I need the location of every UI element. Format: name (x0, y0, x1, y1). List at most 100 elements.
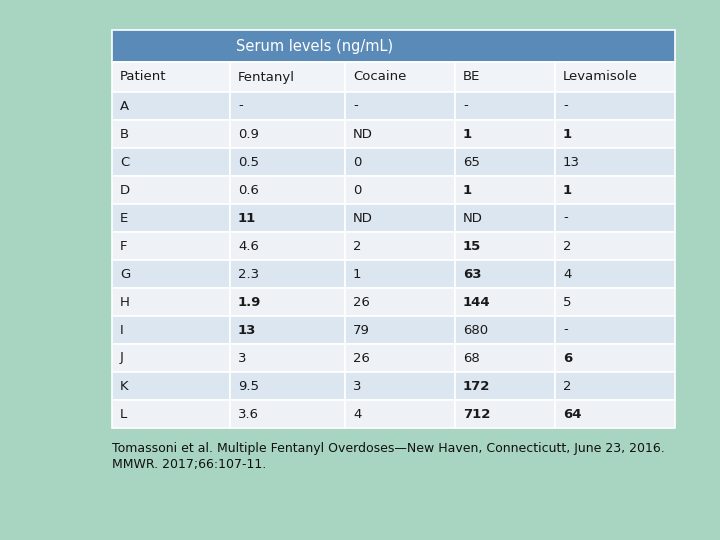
Bar (345, 344, 455, 372)
Bar (230, 288, 345, 316)
Bar (230, 372, 345, 400)
Text: A: A (120, 99, 129, 112)
Bar (112, 372, 230, 400)
Text: 13: 13 (238, 323, 256, 336)
Bar (230, 344, 345, 372)
Text: 2.3: 2.3 (238, 267, 259, 280)
Text: -: - (238, 99, 243, 112)
Text: 79: 79 (353, 323, 370, 336)
Bar (455, 344, 555, 372)
Bar (555, 232, 675, 260)
Bar (230, 260, 345, 288)
Text: 5: 5 (563, 295, 572, 308)
Bar (345, 372, 455, 400)
Text: 0.5: 0.5 (238, 156, 259, 168)
Bar (112, 30, 675, 62)
Text: BE: BE (463, 71, 480, 84)
Bar (112, 120, 230, 148)
Bar (555, 176, 675, 204)
Bar (555, 316, 675, 344)
Text: 4.6: 4.6 (238, 240, 259, 253)
Bar (455, 148, 555, 176)
Bar (455, 316, 555, 344)
Text: 1: 1 (463, 127, 472, 140)
Text: -: - (563, 323, 568, 336)
Text: ND: ND (463, 212, 483, 225)
Text: ND: ND (353, 212, 373, 225)
Text: 1.9: 1.9 (238, 295, 261, 308)
Bar (555, 344, 675, 372)
Bar (555, 62, 675, 92)
Bar (345, 260, 455, 288)
Bar (112, 176, 230, 204)
Text: Tomassoni et al. Multiple Fentanyl Overdoses—New Haven, Connecticutt, June 23, 2: Tomassoni et al. Multiple Fentanyl Overd… (112, 442, 665, 455)
Bar (555, 372, 675, 400)
Bar (345, 204, 455, 232)
Bar (112, 232, 230, 260)
Text: 0: 0 (353, 184, 361, 197)
Bar (455, 176, 555, 204)
Bar (555, 204, 675, 232)
Text: 144: 144 (463, 295, 490, 308)
Bar (555, 120, 675, 148)
Text: 4: 4 (563, 267, 572, 280)
Bar (455, 62, 555, 92)
Bar (345, 316, 455, 344)
Bar (345, 120, 455, 148)
Bar (112, 62, 230, 92)
Bar (455, 204, 555, 232)
Text: 0: 0 (353, 156, 361, 168)
Text: 6: 6 (563, 352, 572, 365)
Text: 63: 63 (463, 267, 482, 280)
Bar (455, 260, 555, 288)
Text: 0.9: 0.9 (238, 127, 259, 140)
Bar (555, 92, 675, 120)
Text: 3.6: 3.6 (238, 408, 259, 421)
Text: ND: ND (353, 127, 373, 140)
Bar (112, 400, 230, 428)
Text: 3: 3 (238, 352, 246, 365)
Text: 1: 1 (353, 267, 361, 280)
Text: Serum levels (ng/mL): Serum levels (ng/mL) (236, 38, 393, 53)
Bar (555, 260, 675, 288)
Text: I: I (120, 323, 124, 336)
Bar (345, 148, 455, 176)
Bar (345, 62, 455, 92)
Text: MMWR. 2017;66:107-11.: MMWR. 2017;66:107-11. (112, 458, 266, 471)
Text: B: B (120, 127, 129, 140)
Text: D: D (120, 184, 130, 197)
Bar (112, 288, 230, 316)
Text: Patient: Patient (120, 71, 166, 84)
Text: 1: 1 (563, 184, 572, 197)
Text: Levamisole: Levamisole (563, 71, 638, 84)
Text: 3: 3 (353, 380, 361, 393)
Text: G: G (120, 267, 130, 280)
Bar (345, 288, 455, 316)
Bar (112, 204, 230, 232)
Text: 26: 26 (353, 295, 370, 308)
Text: K: K (120, 380, 129, 393)
Text: 712: 712 (463, 408, 490, 421)
Bar (230, 204, 345, 232)
Text: J: J (120, 352, 124, 365)
Bar (112, 316, 230, 344)
Text: C: C (120, 156, 130, 168)
Bar (555, 148, 675, 176)
Bar (230, 120, 345, 148)
Text: 172: 172 (463, 380, 490, 393)
Text: L: L (120, 408, 127, 421)
Text: 2: 2 (353, 240, 361, 253)
Bar (555, 400, 675, 428)
Text: Fentanyl: Fentanyl (238, 71, 295, 84)
Bar (112, 344, 230, 372)
Bar (455, 372, 555, 400)
Bar (230, 92, 345, 120)
Bar (345, 232, 455, 260)
Bar (555, 288, 675, 316)
Text: 11: 11 (238, 212, 256, 225)
Bar (345, 92, 455, 120)
Text: -: - (563, 212, 568, 225)
Text: Cocaine: Cocaine (353, 71, 406, 84)
Text: 9.5: 9.5 (238, 380, 259, 393)
Text: H: H (120, 295, 130, 308)
